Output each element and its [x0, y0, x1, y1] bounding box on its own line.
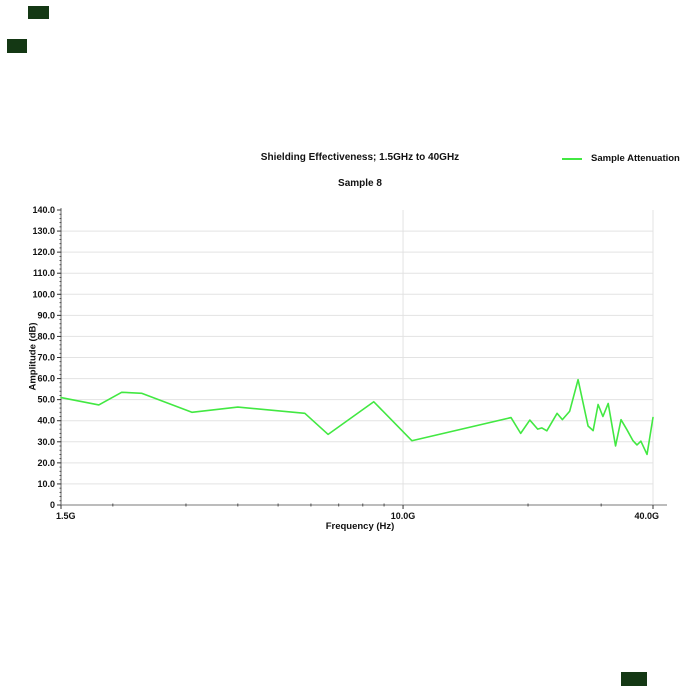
x-axis-title: Frequency (Hz)	[325, 521, 395, 532]
decoration-box-3	[621, 672, 647, 686]
legend-line-swatch	[562, 157, 582, 160]
legend: Sample Attenuation	[562, 153, 680, 164]
series-line	[60, 378, 654, 456]
y-tick-label: 80.0	[37, 331, 55, 341]
y-tick-label: 130.0	[32, 226, 55, 236]
x-tick-label: 10.0G	[391, 511, 416, 521]
y-tick-label: 60.0	[37, 374, 55, 384]
y-tick-label: 110.0	[33, 268, 55, 278]
decoration-box-2	[7, 39, 27, 53]
y-tick-label: 40.0	[37, 416, 55, 426]
y-tick-label: 70.0	[37, 353, 55, 363]
x-tick-label: 1.5G	[56, 511, 76, 521]
y-tick-label: 50.0	[37, 395, 55, 405]
y-tick-label: 30.0	[37, 437, 55, 447]
y-tick-label: 100.0	[32, 289, 55, 299]
y-tick-label: 20.0	[37, 458, 55, 468]
legend-label: Sample Attenuation	[591, 153, 680, 164]
y-tick-label: 10.0	[37, 479, 55, 489]
chart-title: Shielding Effectiveness; 1.5GHz to 40GHz	[260, 152, 460, 163]
x-tick-label: 40.0G	[634, 511, 659, 521]
y-tick-label: 0	[50, 500, 55, 510]
decoration-box-1	[28, 6, 49, 19]
chart-subtitle: Sample 8	[338, 178, 382, 189]
y-tick-label: 140.0	[32, 205, 55, 215]
y-tick-label: 90.0	[37, 310, 55, 320]
y-tick-label: 120.0	[32, 247, 55, 257]
